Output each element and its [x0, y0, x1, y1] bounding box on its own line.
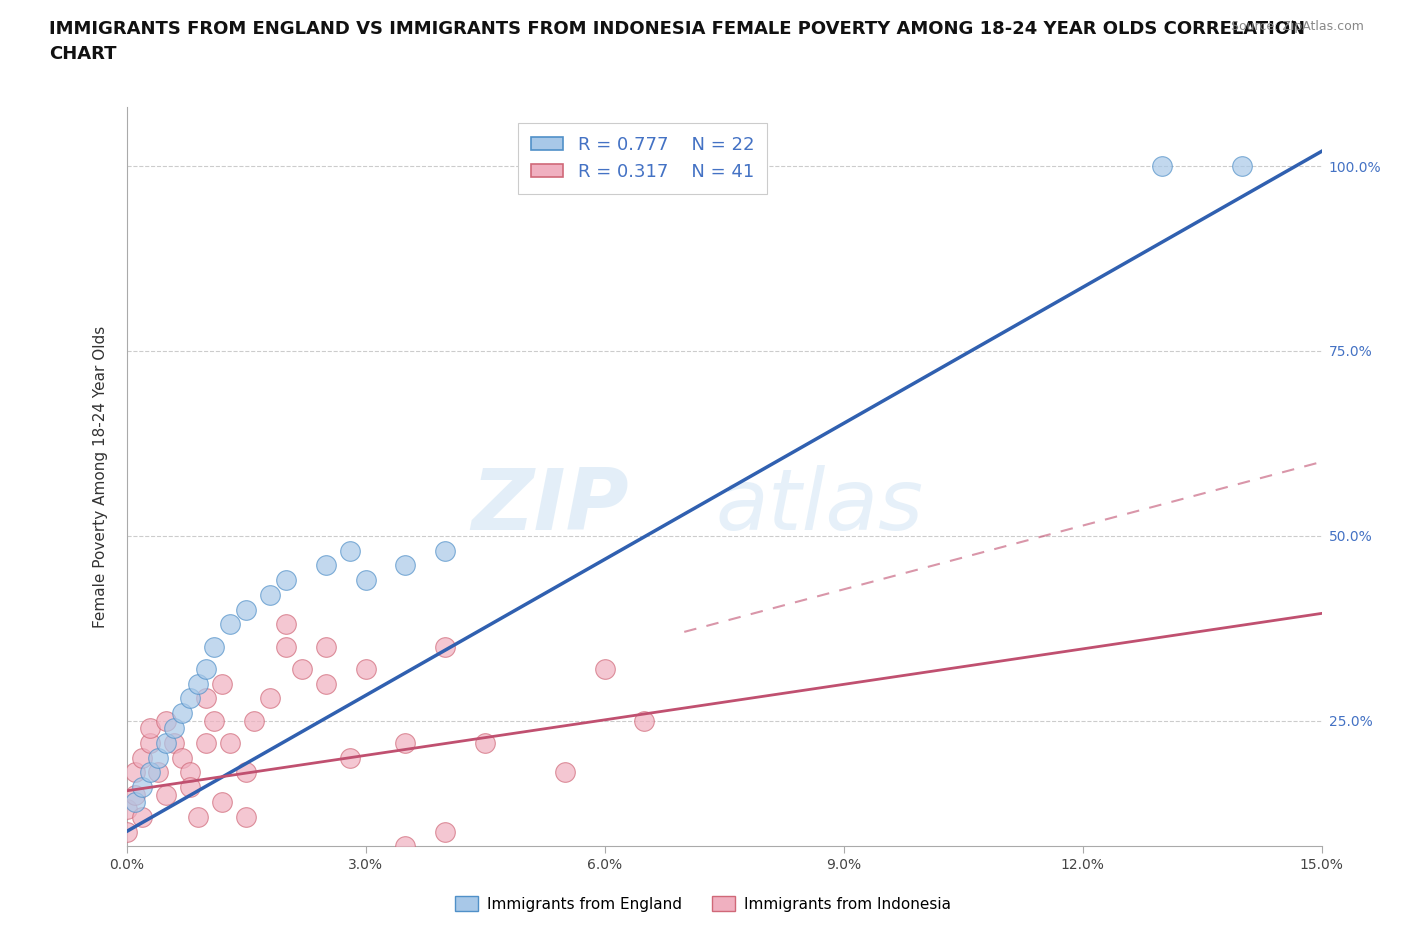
Point: [139, 764, 162, 779]
Point: [211, 794, 233, 809]
Point: [179, 764, 201, 779]
Point: [235, 809, 257, 824]
Point: [124, 764, 146, 779]
Point: [394, 839, 416, 854]
Point: [434, 543, 457, 558]
Text: ZIP: ZIP: [471, 465, 628, 548]
Text: atlas: atlas: [716, 465, 924, 548]
Point: [163, 721, 186, 736]
Point: [434, 639, 457, 654]
Point: [148, 751, 170, 765]
Point: [474, 736, 496, 751]
Point: [187, 809, 209, 824]
Point: [235, 764, 257, 779]
Point: [235, 603, 257, 618]
Point: [394, 736, 416, 751]
Point: [195, 691, 218, 706]
Point: [179, 691, 201, 706]
Point: [124, 787, 146, 802]
Point: [315, 639, 337, 654]
Point: [633, 713, 655, 728]
Point: [315, 558, 337, 573]
Y-axis label: Female Poverty Among 18-24 Year Olds: Female Poverty Among 18-24 Year Olds: [93, 326, 108, 628]
Text: Source: ZipAtlas.com: Source: ZipAtlas.com: [1230, 20, 1364, 33]
Point: [274, 573, 297, 588]
Legend: R = 0.777    N = 22, R = 0.317    N = 41: R = 0.777 N = 22, R = 0.317 N = 41: [517, 124, 766, 193]
Point: [179, 779, 201, 794]
Point: [148, 764, 170, 779]
Point: [274, 639, 297, 654]
Point: [1230, 159, 1253, 174]
Point: [139, 721, 162, 736]
Point: [139, 736, 162, 751]
Point: [315, 676, 337, 691]
Point: [219, 736, 242, 751]
Point: [354, 661, 377, 676]
Point: [131, 751, 153, 765]
Point: [115, 824, 138, 839]
Point: [115, 802, 138, 817]
Point: [354, 573, 377, 588]
Point: [243, 713, 266, 728]
Point: [291, 661, 314, 676]
Point: [131, 779, 153, 794]
Point: [219, 618, 242, 632]
Point: [155, 736, 177, 751]
Point: [124, 794, 146, 809]
Point: [187, 676, 209, 691]
Point: [339, 751, 361, 765]
Point: [195, 736, 218, 751]
Text: IMMIGRANTS FROM ENGLAND VS IMMIGRANTS FROM INDONESIA FEMALE POVERTY AMONG 18-24 : IMMIGRANTS FROM ENGLAND VS IMMIGRANTS FR…: [49, 20, 1305, 38]
Point: [259, 691, 281, 706]
Point: [172, 751, 194, 765]
Point: [434, 824, 457, 839]
Point: [202, 639, 225, 654]
Point: [274, 618, 297, 632]
Legend: Immigrants from England, Immigrants from Indonesia: Immigrants from England, Immigrants from…: [449, 889, 957, 918]
Text: CHART: CHART: [49, 45, 117, 62]
Point: [394, 558, 416, 573]
Point: [155, 787, 177, 802]
Point: [593, 661, 616, 676]
Point: [259, 588, 281, 603]
Point: [155, 713, 177, 728]
Point: [202, 713, 225, 728]
Point: [195, 661, 218, 676]
Point: [1152, 159, 1174, 174]
Point: [339, 543, 361, 558]
Point: [554, 764, 576, 779]
Point: [131, 809, 153, 824]
Point: [172, 706, 194, 721]
Point: [163, 736, 186, 751]
Point: [211, 676, 233, 691]
